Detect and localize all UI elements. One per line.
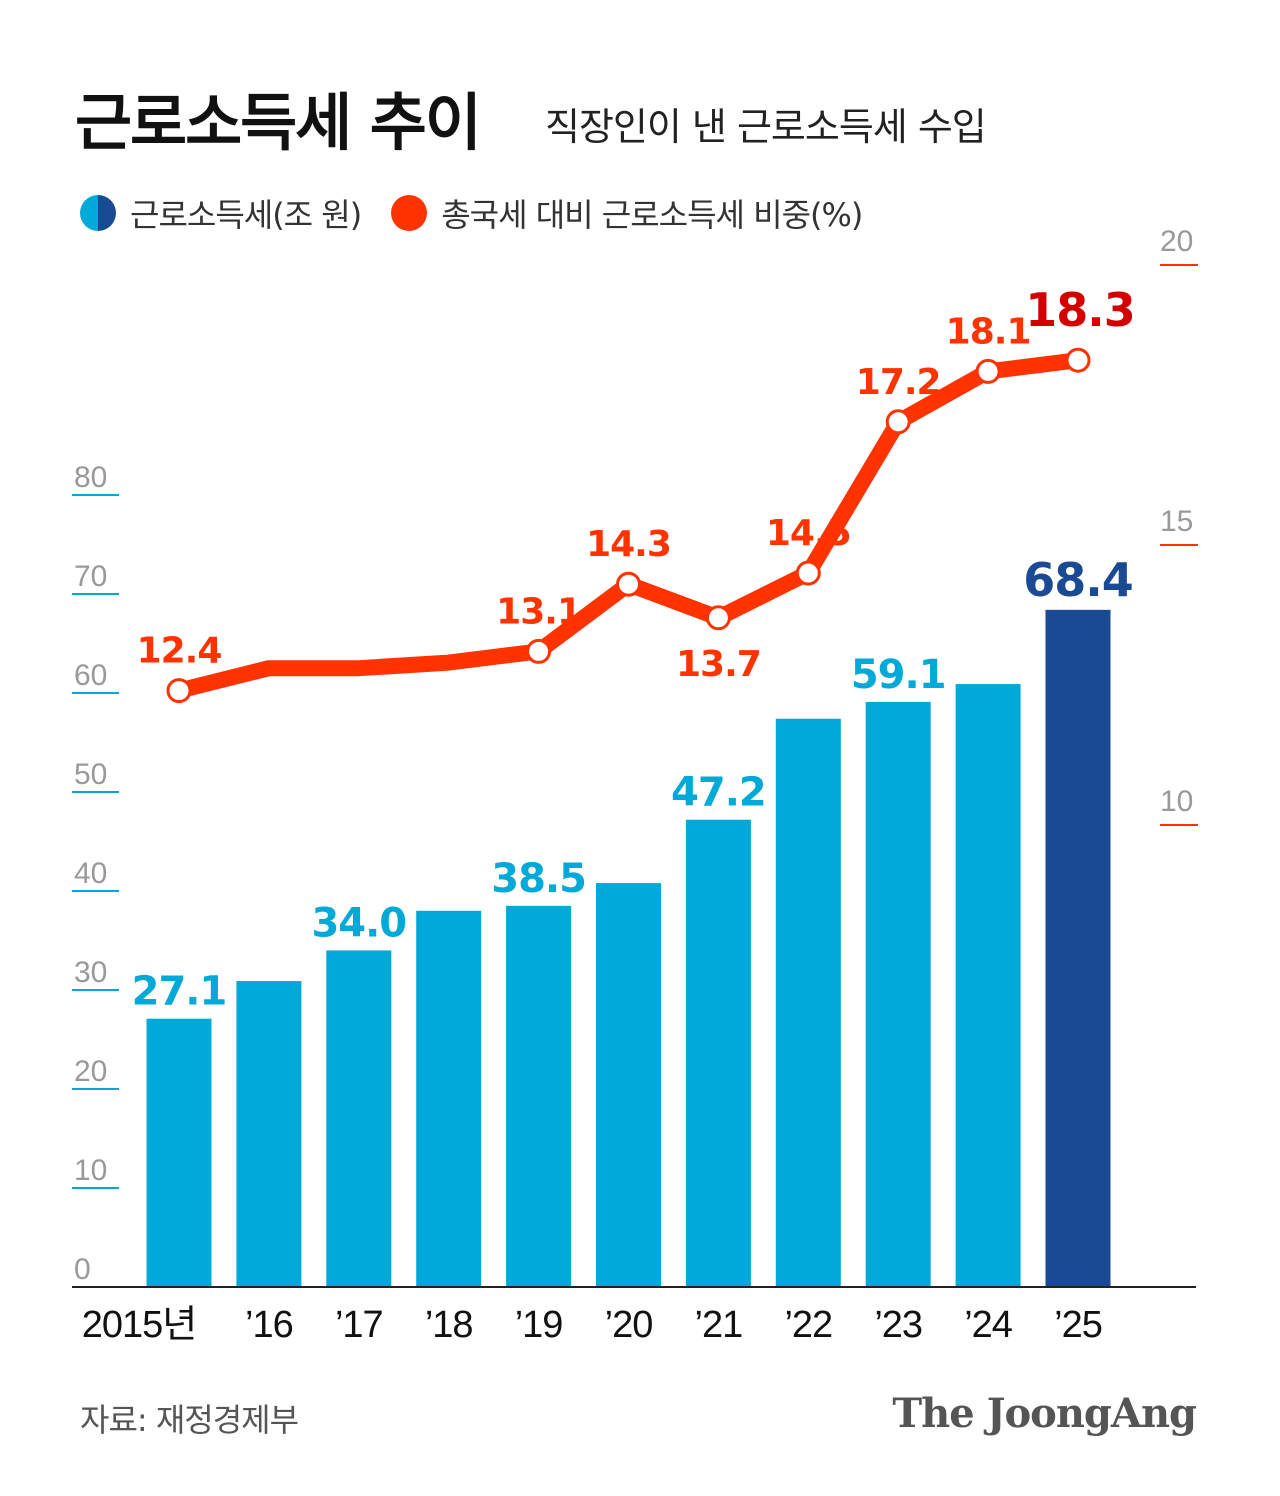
line-value-label: 17.2: [856, 362, 941, 403]
bar: [775, 718, 841, 1287]
left-tick-label: 60: [74, 659, 107, 692]
line-value-label: 13.7: [676, 644, 761, 685]
bar: [596, 883, 661, 1287]
x-tick-label: ’18: [425, 1304, 473, 1346]
x-tick-label: ’25: [1054, 1304, 1102, 1346]
bar: [1045, 609, 1111, 1287]
line-point: [705, 605, 731, 631]
left-tick-label: 20: [74, 1055, 107, 1088]
right-tick-label: 10: [1160, 785, 1193, 818]
chart-title: 근로소득세 추이: [75, 86, 482, 159]
bar-value-label: 47.2: [671, 770, 766, 816]
x-tick-label: ’19: [515, 1304, 563, 1346]
publisher-logo: The JoongAng: [892, 1390, 1197, 1437]
bar: [416, 910, 482, 1287]
left-tick-label: 80: [74, 461, 107, 494]
legend: 근로소득세(조 원) 총국세 대비 근로소득세 비중(%): [80, 190, 892, 236]
x-tick-label: 2015년: [82, 1304, 197, 1346]
legend-bar-swatch: [80, 195, 116, 231]
chart-subtitle: 직장인이 낸 근로소득세 수입: [545, 105, 987, 149]
left-tick-label: 40: [74, 857, 107, 890]
legend-line-swatch: [391, 195, 428, 231]
line-value-label: 18.1: [946, 311, 1031, 352]
line-point: [616, 571, 641, 597]
bar-value-label: 59.1: [851, 652, 946, 698]
x-tick-label: ’16: [245, 1304, 293, 1346]
x-tick-label: ’21: [695, 1304, 743, 1346]
line-point: [1065, 347, 1091, 373]
bar: [326, 950, 392, 1287]
x-tick-label: ’23: [874, 1304, 922, 1346]
line-value-label: 12.4: [137, 631, 222, 672]
right-tick-label: 15: [1160, 505, 1193, 538]
left-tick-label: 0: [74, 1253, 91, 1286]
x-tick-label: ’22: [784, 1304, 832, 1346]
line-value-label: 14.5: [766, 513, 851, 554]
bar-value-label: 38.5: [491, 856, 586, 902]
bar: [685, 819, 751, 1287]
line-point: [795, 560, 821, 586]
left-tick-label: 70: [74, 560, 107, 593]
left-tick-label: 10: [74, 1154, 107, 1187]
line-point: [975, 358, 1001, 384]
legend-label: 근로소득세(조 원): [130, 196, 362, 234]
right-tick-label: 20: [1160, 225, 1193, 258]
left-tick-label: 30: [74, 956, 107, 989]
x-tick-label: ’17: [335, 1304, 383, 1346]
bar: [506, 905, 572, 1287]
x-tick-label: ’24: [964, 1304, 1013, 1346]
bar: [146, 1018, 212, 1287]
line-value-label: 13.1: [496, 591, 581, 632]
legend-label: 총국세 대비 근로소득세 비중(%): [441, 196, 863, 234]
legend-item-line: 총국세 대비 근로소득세 비중(%): [391, 190, 863, 236]
bar-value-label: 27.1: [132, 969, 227, 1015]
bar: [955, 684, 1021, 1287]
line-point: [166, 678, 192, 704]
line-point: [885, 409, 911, 435]
left-tick-label: 50: [74, 758, 107, 791]
x-tick-label: ’20: [605, 1304, 653, 1346]
bar: [236, 981, 302, 1287]
line-value-label: 18.3: [1025, 283, 1135, 337]
legend-item-bar: 근로소득세(조 원): [80, 190, 362, 236]
line-value-label: 14.3: [586, 524, 671, 565]
line-point: [526, 638, 552, 664]
bar-value-label: 34.0: [311, 900, 406, 946]
bar-value-label: 68.4: [1023, 553, 1133, 607]
source-note: 자료: 재정경제부: [80, 1401, 299, 1439]
bar: [865, 701, 931, 1287]
